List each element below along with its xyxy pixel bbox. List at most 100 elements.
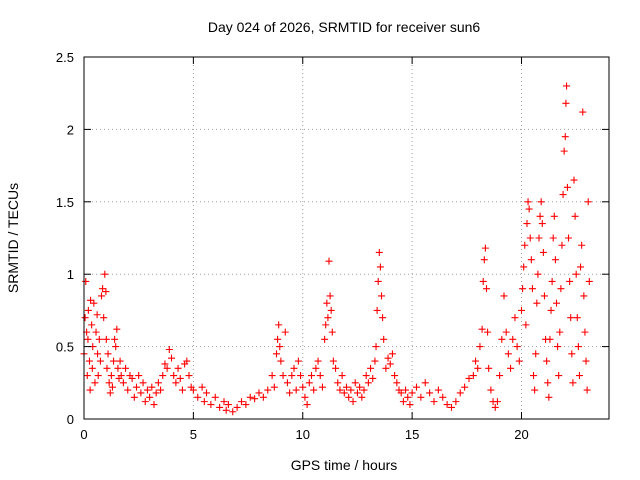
data-point bbox=[391, 372, 399, 380]
data-point bbox=[170, 372, 178, 380]
data-point bbox=[91, 379, 99, 387]
data-point bbox=[386, 360, 394, 368]
tick-labels: 0 5 10 15 20 0 0.5 1 1.5 2 2.5 bbox=[56, 50, 529, 442]
data-point bbox=[255, 389, 263, 397]
data-point bbox=[105, 379, 113, 387]
data-point bbox=[528, 285, 536, 293]
data-point bbox=[561, 133, 569, 141]
y-tick-label: 0.5 bbox=[56, 340, 74, 355]
data-point bbox=[413, 383, 420, 391]
data-point bbox=[102, 335, 110, 343]
data-point bbox=[571, 212, 579, 220]
data-point bbox=[376, 263, 384, 271]
x-axis-label: GPS time / hours bbox=[291, 457, 398, 473]
data-point bbox=[238, 398, 245, 406]
data-point bbox=[378, 292, 385, 300]
data-point bbox=[547, 306, 555, 314]
data-point bbox=[100, 314, 108, 322]
data-point bbox=[534, 270, 542, 278]
data-point bbox=[371, 357, 379, 365]
data-point bbox=[380, 335, 388, 343]
data-point bbox=[581, 328, 589, 336]
data-point bbox=[108, 383, 116, 391]
data-point bbox=[301, 393, 309, 401]
data-point bbox=[332, 364, 340, 372]
data-point bbox=[161, 360, 169, 368]
data-point bbox=[220, 398, 228, 406]
y-tick-label: 2 bbox=[67, 122, 74, 137]
data-point bbox=[579, 108, 587, 116]
data-point bbox=[96, 357, 104, 365]
data-point bbox=[504, 350, 512, 358]
data-point bbox=[520, 263, 528, 271]
data-point bbox=[347, 386, 355, 394]
data-point bbox=[575, 372, 583, 380]
data-point bbox=[548, 277, 556, 285]
x-tick-label: 20 bbox=[514, 427, 528, 442]
data-point bbox=[107, 372, 115, 380]
data-point bbox=[408, 389, 416, 397]
data-point bbox=[556, 328, 564, 336]
data-point bbox=[577, 263, 585, 271]
data-point bbox=[81, 314, 89, 322]
data-point bbox=[565, 234, 573, 242]
data-point bbox=[148, 383, 156, 391]
data-point bbox=[345, 393, 353, 401]
data-point bbox=[133, 383, 140, 391]
data-point bbox=[511, 314, 519, 322]
data-point bbox=[286, 389, 294, 397]
data-point bbox=[525, 205, 533, 213]
data-point bbox=[353, 389, 361, 397]
data-point bbox=[157, 386, 165, 394]
data-point bbox=[322, 321, 330, 329]
data-point bbox=[443, 401, 451, 409]
data-point bbox=[143, 386, 151, 394]
data-point bbox=[83, 372, 91, 380]
data-point bbox=[270, 383, 278, 391]
data-point bbox=[178, 386, 186, 394]
data-point bbox=[507, 364, 515, 372]
data-point bbox=[372, 343, 380, 351]
data-point bbox=[397, 389, 405, 397]
data-point bbox=[513, 343, 521, 351]
data-point bbox=[276, 343, 284, 351]
data-point bbox=[474, 364, 482, 372]
data-point bbox=[292, 386, 300, 394]
data-point bbox=[103, 364, 111, 372]
data-point bbox=[388, 350, 396, 358]
x-tick-label: 5 bbox=[190, 427, 197, 442]
data-point bbox=[574, 343, 582, 351]
data-point bbox=[481, 244, 489, 252]
data-point bbox=[198, 383, 206, 391]
data-point bbox=[356, 383, 364, 391]
data-point bbox=[484, 328, 492, 336]
data-point bbox=[476, 343, 484, 351]
data-point bbox=[98, 292, 105, 300]
data-point bbox=[553, 299, 560, 307]
data-point bbox=[558, 241, 566, 249]
data-point bbox=[509, 335, 517, 343]
data-point bbox=[402, 386, 410, 394]
data-point bbox=[288, 372, 296, 380]
data-point bbox=[518, 306, 525, 314]
data-point bbox=[336, 386, 344, 394]
data-point bbox=[566, 277, 574, 285]
data-point bbox=[106, 389, 114, 397]
data-point bbox=[314, 357, 322, 365]
data-point bbox=[229, 408, 237, 416]
data-point bbox=[165, 345, 173, 353]
data-point bbox=[84, 306, 92, 314]
data-point bbox=[421, 379, 429, 387]
data-point bbox=[185, 372, 193, 380]
data-point bbox=[373, 306, 381, 314]
data-point bbox=[104, 350, 112, 358]
data-point bbox=[448, 403, 455, 411]
data-point bbox=[527, 256, 535, 264]
data-point bbox=[114, 364, 122, 372]
data-point bbox=[321, 335, 329, 343]
data-point bbox=[216, 403, 224, 411]
data-point bbox=[277, 357, 285, 365]
data-point bbox=[578, 241, 586, 249]
data-point bbox=[521, 241, 529, 249]
data-point bbox=[563, 183, 571, 191]
